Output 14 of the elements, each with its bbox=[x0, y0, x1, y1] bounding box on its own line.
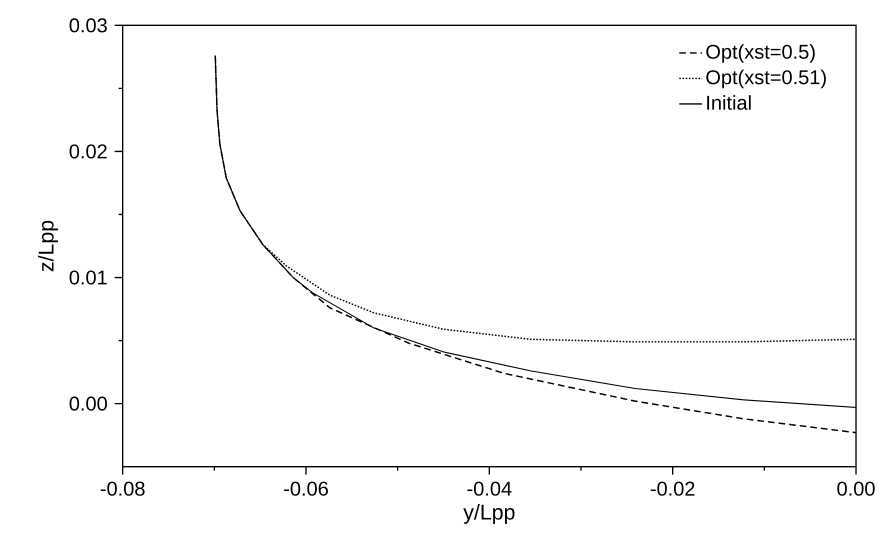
x-tick-label: -0.08 bbox=[100, 482, 145, 496]
x-tick-label: -0.02 bbox=[650, 482, 694, 496]
y-tick-label: 0.02 bbox=[70, 144, 107, 159]
legend-label: Opt(xst=0.5) bbox=[706, 44, 815, 63]
x-axis-title: y/Lpp bbox=[463, 504, 515, 524]
x-tick-label: -0.06 bbox=[284, 482, 328, 496]
y-tick-label: 0.01 bbox=[70, 270, 107, 285]
y-axis-title: z/Lpp bbox=[38, 220, 58, 272]
y-tick-label: 0.00 bbox=[70, 396, 107, 411]
x-tick-label: -0.04 bbox=[467, 482, 512, 496]
x-tick-label: 0.00 bbox=[837, 482, 875, 496]
y-tick-label: 0.03 bbox=[70, 18, 107, 33]
legend-label: Opt(xst=0.51) bbox=[706, 70, 826, 88]
legend-label: Initial bbox=[707, 95, 751, 110]
